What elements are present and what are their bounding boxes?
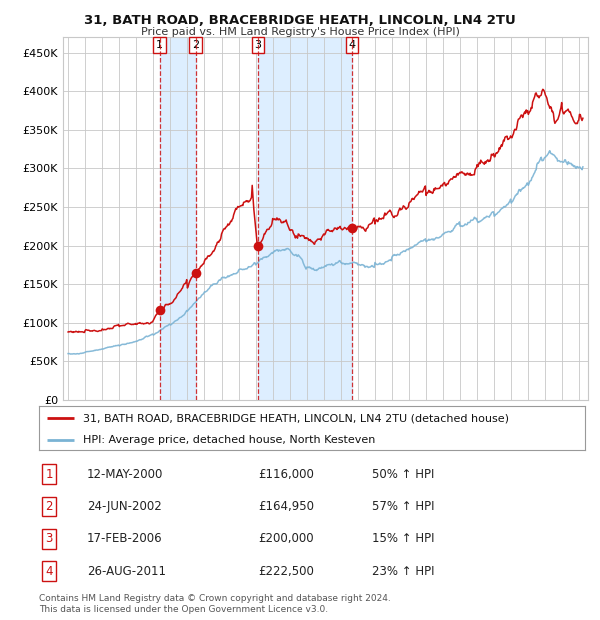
- Text: Contains HM Land Registry data © Crown copyright and database right 2024.: Contains HM Land Registry data © Crown c…: [39, 594, 391, 603]
- Text: 31, BATH ROAD, BRACEBRIDGE HEATH, LINCOLN, LN4 2TU: 31, BATH ROAD, BRACEBRIDGE HEATH, LINCOL…: [84, 14, 516, 27]
- Text: 17-FEB-2006: 17-FEB-2006: [87, 533, 163, 545]
- Text: 26-AUG-2011: 26-AUG-2011: [87, 565, 166, 577]
- Text: 31, BATH ROAD, BRACEBRIDGE HEATH, LINCOLN, LN4 2TU (detached house): 31, BATH ROAD, BRACEBRIDGE HEATH, LINCOL…: [83, 414, 509, 423]
- Text: 24-JUN-2002: 24-JUN-2002: [87, 500, 162, 513]
- Text: Price paid vs. HM Land Registry's House Price Index (HPI): Price paid vs. HM Land Registry's House …: [140, 27, 460, 37]
- Text: 50% ↑ HPI: 50% ↑ HPI: [372, 468, 434, 481]
- Text: 2: 2: [46, 500, 53, 513]
- Text: 57% ↑ HPI: 57% ↑ HPI: [372, 500, 434, 513]
- Bar: [160, 37, 196, 400]
- Text: 1: 1: [156, 40, 163, 50]
- Text: 2: 2: [192, 40, 199, 50]
- Text: HPI: Average price, detached house, North Kesteven: HPI: Average price, detached house, Nort…: [83, 435, 375, 445]
- Text: 4: 4: [349, 40, 355, 50]
- Text: £116,000: £116,000: [258, 468, 314, 481]
- Text: 3: 3: [46, 533, 53, 545]
- Text: £200,000: £200,000: [258, 533, 314, 545]
- Text: £222,500: £222,500: [258, 565, 314, 577]
- Text: 1: 1: [46, 468, 53, 481]
- Text: 3: 3: [254, 40, 262, 50]
- Text: 4: 4: [46, 565, 53, 577]
- Text: This data is licensed under the Open Government Licence v3.0.: This data is licensed under the Open Gov…: [39, 604, 328, 614]
- Text: £164,950: £164,950: [258, 500, 314, 513]
- Text: 23% ↑ HPI: 23% ↑ HPI: [372, 565, 434, 577]
- Text: 12-MAY-2000: 12-MAY-2000: [87, 468, 163, 481]
- Text: 15% ↑ HPI: 15% ↑ HPI: [372, 533, 434, 545]
- Bar: [258, 37, 352, 400]
